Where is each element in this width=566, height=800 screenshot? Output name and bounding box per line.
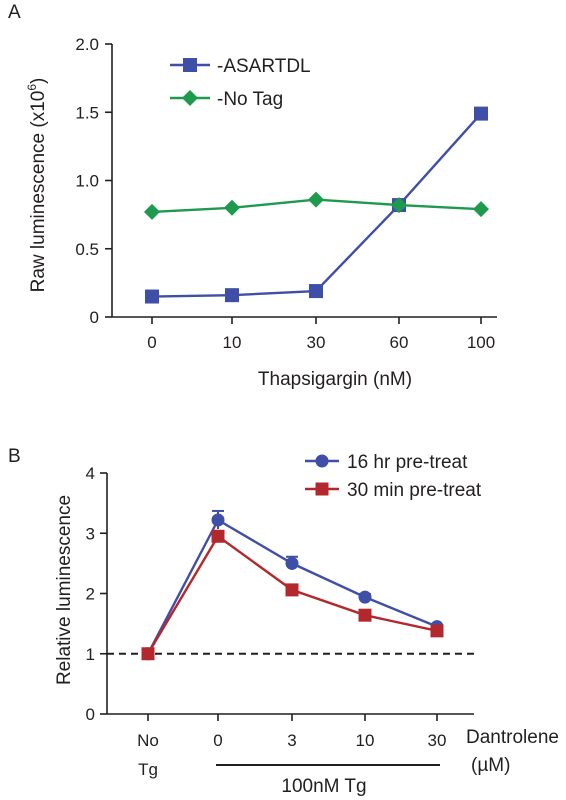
panel-b-y-tick-label: 4 [86, 464, 95, 483]
panel-b-x-axis-unit: (µM) [471, 755, 510, 776]
legend-30minpretreat-marker [315, 482, 329, 496]
series-notag-point [391, 197, 407, 214]
panel-b-x-tick-labels: No Tg 0 3 10 30 [137, 731, 446, 779]
legend-asartdl-marker [183, 58, 197, 72]
panel-b-series [141, 509, 444, 661]
panel-a-y-tick-label: 0.5 [75, 240, 99, 259]
series-asartdl-point [309, 284, 323, 299]
panel-b-x-axis-label: Dantrolene [466, 727, 559, 748]
panel-b-x-tick-label: No [137, 731, 159, 750]
series-16hrpretreat-point [211, 513, 225, 527]
panel-label-a: A [8, 2, 21, 23]
panel-a-y-tick-label: 1.0 [75, 172, 99, 191]
panel-b-x-tick-label: 3 [287, 731, 296, 750]
panel-a-series [144, 106, 489, 304]
legend-asartdl-label: -ASARTDL [217, 56, 311, 77]
legend-notag-label: -No Tag [217, 89, 283, 110]
panel-b-x-tick-label: 10 [356, 731, 375, 750]
panel-b-x-tick-label: Tg [138, 760, 158, 779]
series-notag-point [144, 203, 160, 220]
panel-a-x-tick-label: 60 [390, 333, 409, 352]
panel-a-x-tick-labels: 0 10 30 60 100 [147, 333, 495, 352]
panel-a-x-tick-label: 0 [147, 333, 156, 352]
panel-label-b: B [8, 446, 21, 467]
panel-b-y-tick-label: 0 [86, 705, 95, 724]
legend-30minpretreat-label: 30 min pre-treat [347, 480, 482, 501]
panel-a-axes [105, 43, 497, 324]
panel-a-x-axis-label: Thapsigargin (nM) [258, 369, 412, 390]
panel-a-y-axis-label-close: ) [28, 78, 49, 84]
panel-a-y-tick-label: 0 [90, 308, 99, 327]
panel-b-x-tick-label: 0 [213, 731, 222, 750]
series-notag-point [308, 191, 324, 208]
series-notag-point [224, 199, 240, 216]
panel-b-bracket-label: 100nM Tg [281, 776, 366, 797]
series-30minpretreat-point [141, 647, 155, 661]
panel-b: B 0 1 2 3 4 No Tg 0 3 10 30 16 hr pre-treat 30 min… [8, 446, 559, 797]
panel-a-y-axis-label: Raw luminescence (x106) [25, 78, 49, 293]
legend-16hrpretreat-marker [315, 454, 329, 468]
series-asartdl-point [474, 106, 488, 121]
series-16hrpretreat-point [358, 590, 372, 604]
panel-b-y-tick-labels: 0 1 2 3 4 [86, 464, 95, 724]
panel-a-legend: -ASARTDL -No Tag [170, 56, 311, 110]
panel-b-y-tick-label: 3 [86, 524, 95, 543]
panel-b-axes [100, 472, 474, 721]
panel-b-y-tick-label: 1 [86, 645, 95, 664]
series-30minpretreat-point [430, 624, 444, 638]
series-asartdl-point [145, 289, 159, 304]
series-30minpretreat-point [285, 583, 299, 597]
legend-16hrpretreat-label: 16 hr pre-treat [347, 452, 468, 473]
panel-b-y-tick-label: 2 [86, 585, 95, 604]
series-notag-point [473, 201, 489, 218]
panel-a-y-axis-label-main: Raw luminescence (x10 [28, 91, 49, 293]
panel-b-x-tick-label: 30 [428, 731, 447, 750]
series-30minpretreat-point [211, 529, 225, 543]
panel-a-x-tick-label: 100 [467, 333, 495, 352]
panel-a-y-tick-labels: 0 0.5 1.0 1.5 2.0 [75, 35, 99, 327]
panel-a: A 0 10 30 60 100 0 0.5 1.0 1.5 2.0 -ASARTDL -No T… [8, 2, 497, 390]
panel-a-y-axis-label-sup: 6 [25, 84, 39, 91]
series-16hrpretreat-point [285, 556, 299, 570]
panel-b-legend: 16 hr pre-treat 30 min pre-treat [305, 452, 482, 501]
panel-a-y-tick-label: 2.0 [75, 35, 99, 54]
panel-b-y-axis-label: Relative luminescence [54, 495, 75, 685]
series-30minpretreat-point [358, 608, 372, 622]
series-asartdl-point [225, 288, 239, 303]
panel-a-x-tick-label: 10 [223, 333, 242, 352]
panel-a-x-tick-label: 30 [307, 333, 326, 352]
panel-a-y-tick-label: 1.5 [75, 103, 99, 122]
legend-notag-marker [182, 90, 198, 106]
